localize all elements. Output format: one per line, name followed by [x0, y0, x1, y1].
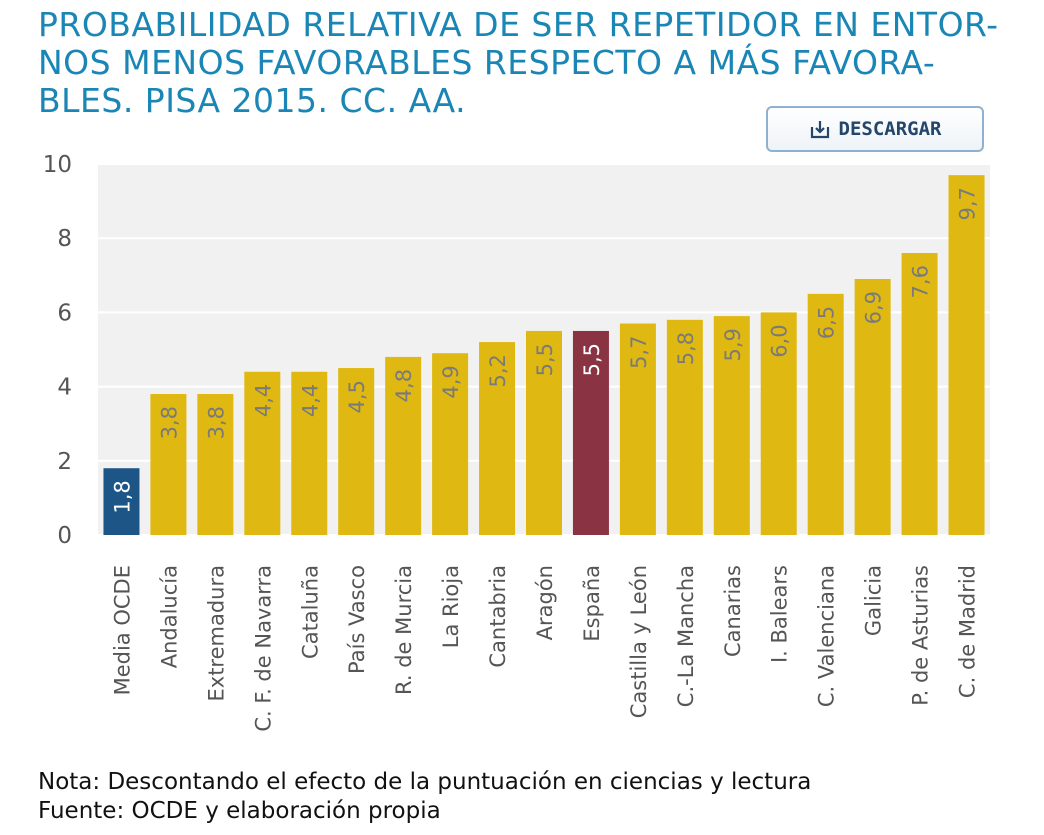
x-tick-label: Galicia [862, 565, 886, 636]
bar [572, 330, 609, 535]
bar-value-label: 1,8 [110, 480, 134, 513]
chart-title: PROBABILIDAD RELATIVA DE SER REPETIDOR E… [38, 6, 1023, 120]
bar [291, 371, 328, 535]
bar [244, 371, 281, 535]
note-text: Nota: Descontando el efecto de la puntua… [38, 769, 812, 795]
bar [948, 175, 985, 535]
bar [901, 253, 938, 536]
x-tick-label: C.-La Mancha [674, 565, 698, 707]
bar-value-label: 4,9 [439, 365, 463, 398]
bar-value-label: 6,5 [815, 306, 839, 339]
bar-value-label: 5,9 [721, 328, 745, 361]
title-line: PROBABILIDAD RELATIVA DE SER REPETIDOR E… [38, 5, 999, 44]
x-tick-label: P. de Asturias [909, 565, 933, 706]
bar-value-label: 4,4 [251, 384, 275, 417]
bar [479, 342, 516, 535]
y-tick-label: 6 [57, 300, 72, 326]
bar-value-label: 6,0 [768, 324, 792, 357]
bar-value-label: 6,9 [862, 291, 886, 324]
bar-value-label: 9,7 [956, 187, 980, 220]
y-tick-label: 2 [57, 449, 72, 475]
bar-value-label: 4,5 [345, 380, 369, 413]
title-line: BLES. PISA 2015. CC. AA. [38, 81, 467, 120]
x-tick-label: Extremadura [204, 565, 228, 702]
download-button[interactable]: DESCARGAR [766, 106, 984, 152]
bar-value-label: 3,8 [204, 406, 228, 439]
x-tick-label: La Rioja [439, 565, 463, 648]
download-icon [809, 118, 831, 140]
bar-value-label: 5,7 [627, 336, 651, 369]
y-tick-label: 8 [57, 226, 72, 252]
bar-value-label: 3,8 [157, 406, 181, 439]
x-tick-label: Canarias [721, 565, 745, 657]
y-tick-label: 10 [43, 152, 72, 178]
bar-value-label: 5,8 [674, 332, 698, 365]
bar-value-label: 5,2 [486, 354, 510, 387]
x-tick-label: Cantabria [486, 565, 510, 668]
bar-value-label: 7,6 [909, 265, 933, 298]
bar [103, 468, 140, 535]
x-tick-label: I. Balears [768, 565, 792, 663]
x-tick-label: Cataluña [298, 565, 322, 659]
x-tick-label: C. F. de Navarra [251, 565, 275, 732]
y-tick-label: 4 [57, 375, 72, 401]
bar-value-label: 4,4 [298, 384, 322, 417]
bar [526, 330, 562, 535]
y-tick-label: 0 [57, 523, 72, 549]
x-tick-label: Media OCDE [110, 565, 134, 695]
x-tick-label: España [580, 565, 604, 642]
x-tick-label: C. de Madrid [956, 565, 980, 698]
title-line: NOS MENOS FAVORABLES RESPECTO A MÁS FAVO… [38, 43, 936, 82]
x-tick-label: País Vasco [345, 565, 369, 674]
x-tick-label: Aragón [533, 565, 557, 640]
bar [666, 319, 703, 535]
bar [760, 312, 797, 535]
bar [338, 368, 375, 535]
bar-value-label: 4,8 [392, 369, 416, 402]
bar [713, 316, 750, 535]
x-tick-label: C. Valenciana [815, 565, 839, 707]
bar [854, 279, 891, 535]
bar [619, 323, 656, 535]
x-tick-label: Andalucía [157, 565, 181, 668]
bar [197, 394, 234, 535]
source-text: Fuente: OCDE y elaboración propia [38, 798, 441, 824]
x-tick-label: Castilla y León [627, 565, 651, 718]
bar [150, 394, 187, 535]
bar-value-label: 5,5 [580, 343, 604, 376]
chart-notes: Nota: Descontando el efecto de la puntua… [38, 768, 811, 826]
download-button-label: DESCARGAR [838, 118, 942, 140]
bar-value-label: 5,5 [533, 343, 557, 376]
bar [385, 356, 422, 535]
x-tick-label: R. de Murcia [392, 565, 416, 695]
bar [432, 353, 469, 535]
bar [807, 293, 844, 535]
